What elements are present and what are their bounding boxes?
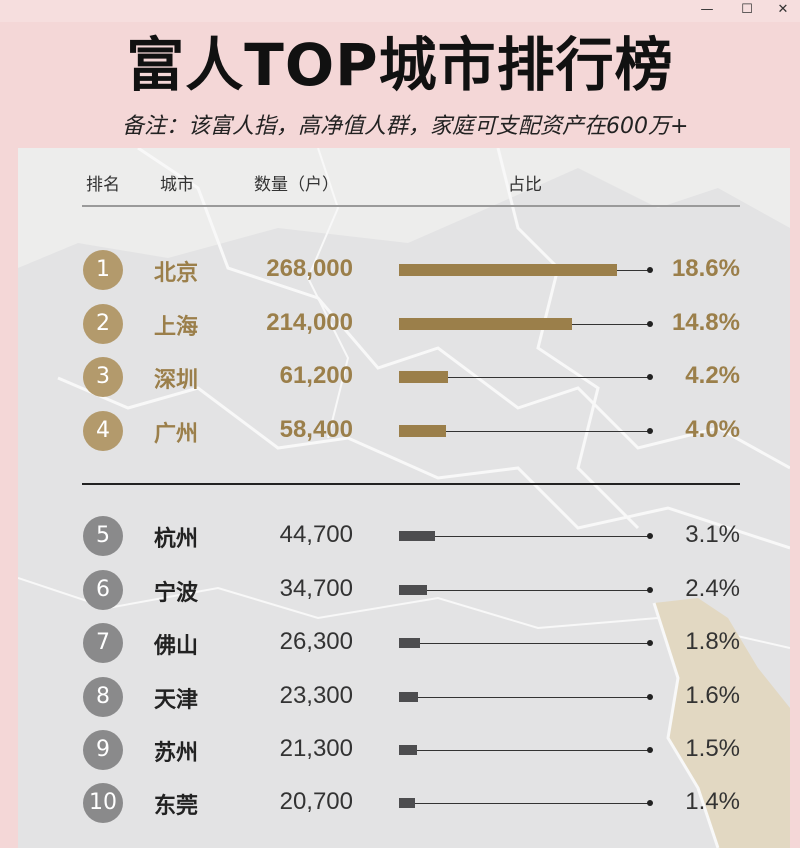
leader-line <box>400 377 650 378</box>
share-value-label: 1.6% <box>685 682 740 709</box>
chart-subtitle: 备注：该富人指，高净值人群，家庭可支配资产在600万+ <box>122 114 689 139</box>
rank-badge: 7 <box>83 623 123 663</box>
leader-line <box>400 750 650 751</box>
city-label: 广州 <box>154 422 199 447</box>
city-label: 上海 <box>154 315 199 340</box>
top4-divider <box>82 483 740 485</box>
city-label: 苏州 <box>154 741 199 766</box>
leader-dot <box>647 321 653 327</box>
window-titlebar: — ☐ ✕ <box>0 0 800 22</box>
household-count: 23,300 <box>279 682 353 709</box>
maximize-button[interactable]: ☐ <box>741 2 753 17</box>
share-value-label: 1.8% <box>685 628 740 655</box>
rank-badge: 10 <box>83 783 123 823</box>
share-bar <box>399 318 572 330</box>
leader-dot <box>647 694 653 700</box>
leader-dot <box>647 800 653 806</box>
leader-dot <box>647 428 653 434</box>
share-bar <box>399 264 617 276</box>
leader-dot <box>647 587 653 593</box>
share-value-label: 14.8% <box>671 309 740 336</box>
household-count: 58,400 <box>279 416 353 443</box>
city-label: 天津 <box>154 688 199 713</box>
share-bar <box>399 531 435 541</box>
city-label: 深圳 <box>154 368 199 393</box>
header-count: 数量（户） <box>254 175 339 195</box>
household-count: 34,700 <box>279 575 353 602</box>
share-bar <box>399 692 418 702</box>
leader-line <box>400 431 650 432</box>
header-city: 城市 <box>160 175 194 195</box>
minimize-button[interactable]: — <box>700 2 714 17</box>
leader-dot <box>647 533 653 539</box>
city-label: 北京 <box>154 261 199 286</box>
chart-title: 富人TOP城市排行榜 <box>126 31 674 99</box>
rank-badge: 5 <box>83 516 123 556</box>
leader-line <box>400 536 650 537</box>
rank-badge: 8 <box>83 677 123 717</box>
share-bar <box>399 585 427 595</box>
background-map-illustration <box>18 148 790 848</box>
header-rank: 排名 <box>86 175 120 195</box>
city-label: 佛山 <box>154 634 199 659</box>
leader-dot <box>647 374 653 380</box>
share-value-label: 4.0% <box>685 416 740 443</box>
household-count: 61,200 <box>279 362 353 389</box>
share-bar <box>399 798 415 808</box>
rank-badge: 6 <box>83 570 123 610</box>
share-value-label: 3.1% <box>685 521 740 548</box>
leader-line <box>400 697 650 698</box>
rank-badge: 2 <box>83 304 123 344</box>
leader-dot <box>647 640 653 646</box>
leader-line <box>400 803 650 804</box>
leader-line <box>400 643 650 644</box>
header-share: 占比 <box>508 175 542 195</box>
rank-badge: 9 <box>83 730 123 770</box>
city-label: 杭州 <box>154 527 199 552</box>
household-count: 26,300 <box>279 628 353 655</box>
household-count: 268,000 <box>266 255 353 282</box>
rank-badge: 3 <box>83 357 123 397</box>
household-count: 21,300 <box>279 735 353 762</box>
leader-dot <box>647 747 653 753</box>
household-count: 44,700 <box>279 521 353 548</box>
share-bar <box>399 638 420 648</box>
rank-badge: 1 <box>83 250 123 290</box>
header-divider <box>82 205 740 207</box>
leader-dot <box>647 267 653 273</box>
household-count: 214,000 <box>266 309 353 336</box>
share-bar <box>399 745 417 755</box>
share-value-label: 2.4% <box>685 575 740 602</box>
close-button[interactable]: ✕ <box>777 2 789 17</box>
share-value-label: 1.4% <box>685 788 740 815</box>
share-bar <box>399 425 446 437</box>
share-value-label: 4.2% <box>685 362 740 389</box>
leader-line <box>400 590 650 591</box>
share-value-label: 18.6% <box>671 255 740 282</box>
rank-badge: 4 <box>83 411 123 451</box>
share-bar <box>399 371 448 383</box>
city-label: 宁波 <box>154 581 199 606</box>
city-label: 东莞 <box>154 794 199 819</box>
share-value-label: 1.5% <box>685 735 740 762</box>
household-count: 20,700 <box>279 788 353 815</box>
